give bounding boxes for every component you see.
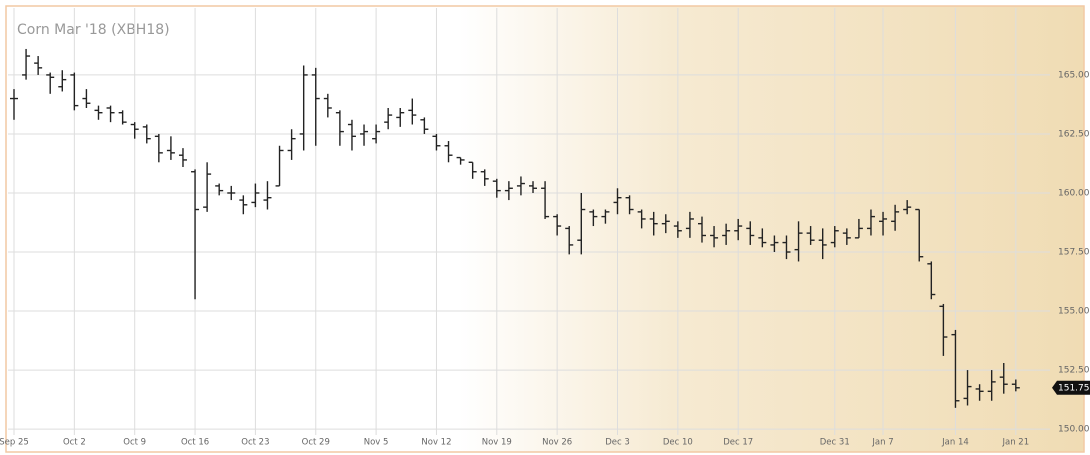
last-price-marker (1052, 380, 1090, 395)
x-tick-label: Jan 14 (941, 438, 969, 448)
y-tick-label: 162.50 (1058, 129, 1090, 139)
x-tick-label: Oct 29 (302, 438, 330, 448)
x-tick-label: Dec 31 (820, 438, 850, 448)
x-tick-label: Dec 10 (663, 438, 693, 448)
x-tick-label: Nov 19 (482, 438, 512, 448)
x-tick-label: Jan 21 (1001, 438, 1029, 448)
chart-title: Corn Mar '18 (XBH18) (17, 22, 170, 38)
x-tick-label: Dec 3 (605, 438, 630, 448)
last-price-label: 151.75 (1058, 383, 1090, 393)
x-tick-label: Oct 2 (63, 438, 86, 448)
x-tick-label: Dec 17 (723, 438, 753, 448)
x-tick-label: Nov 5 (364, 438, 389, 448)
y-tick-label: 157.50 (1058, 248, 1090, 258)
x-tick-label: Sep 25 (0, 438, 29, 448)
y-tick-label: 160.00 (1058, 188, 1090, 198)
y-tick-label: 165.00 (1058, 70, 1090, 80)
y-tick-label: 152.50 (1058, 366, 1090, 376)
y-tick-label: 155.00 (1058, 307, 1090, 317)
x-tick-label: Oct 23 (241, 438, 269, 448)
x-tick-label: Oct 9 (123, 438, 146, 448)
chart-frame (5, 5, 1085, 453)
x-tick-label: Nov 12 (421, 438, 451, 448)
y-tick-label: 150.00 (1058, 425, 1090, 435)
x-tick-label: Jan 7 (871, 438, 893, 448)
x-tick-label: Oct 16 (181, 438, 209, 448)
x-tick-label: Nov 26 (542, 438, 572, 448)
